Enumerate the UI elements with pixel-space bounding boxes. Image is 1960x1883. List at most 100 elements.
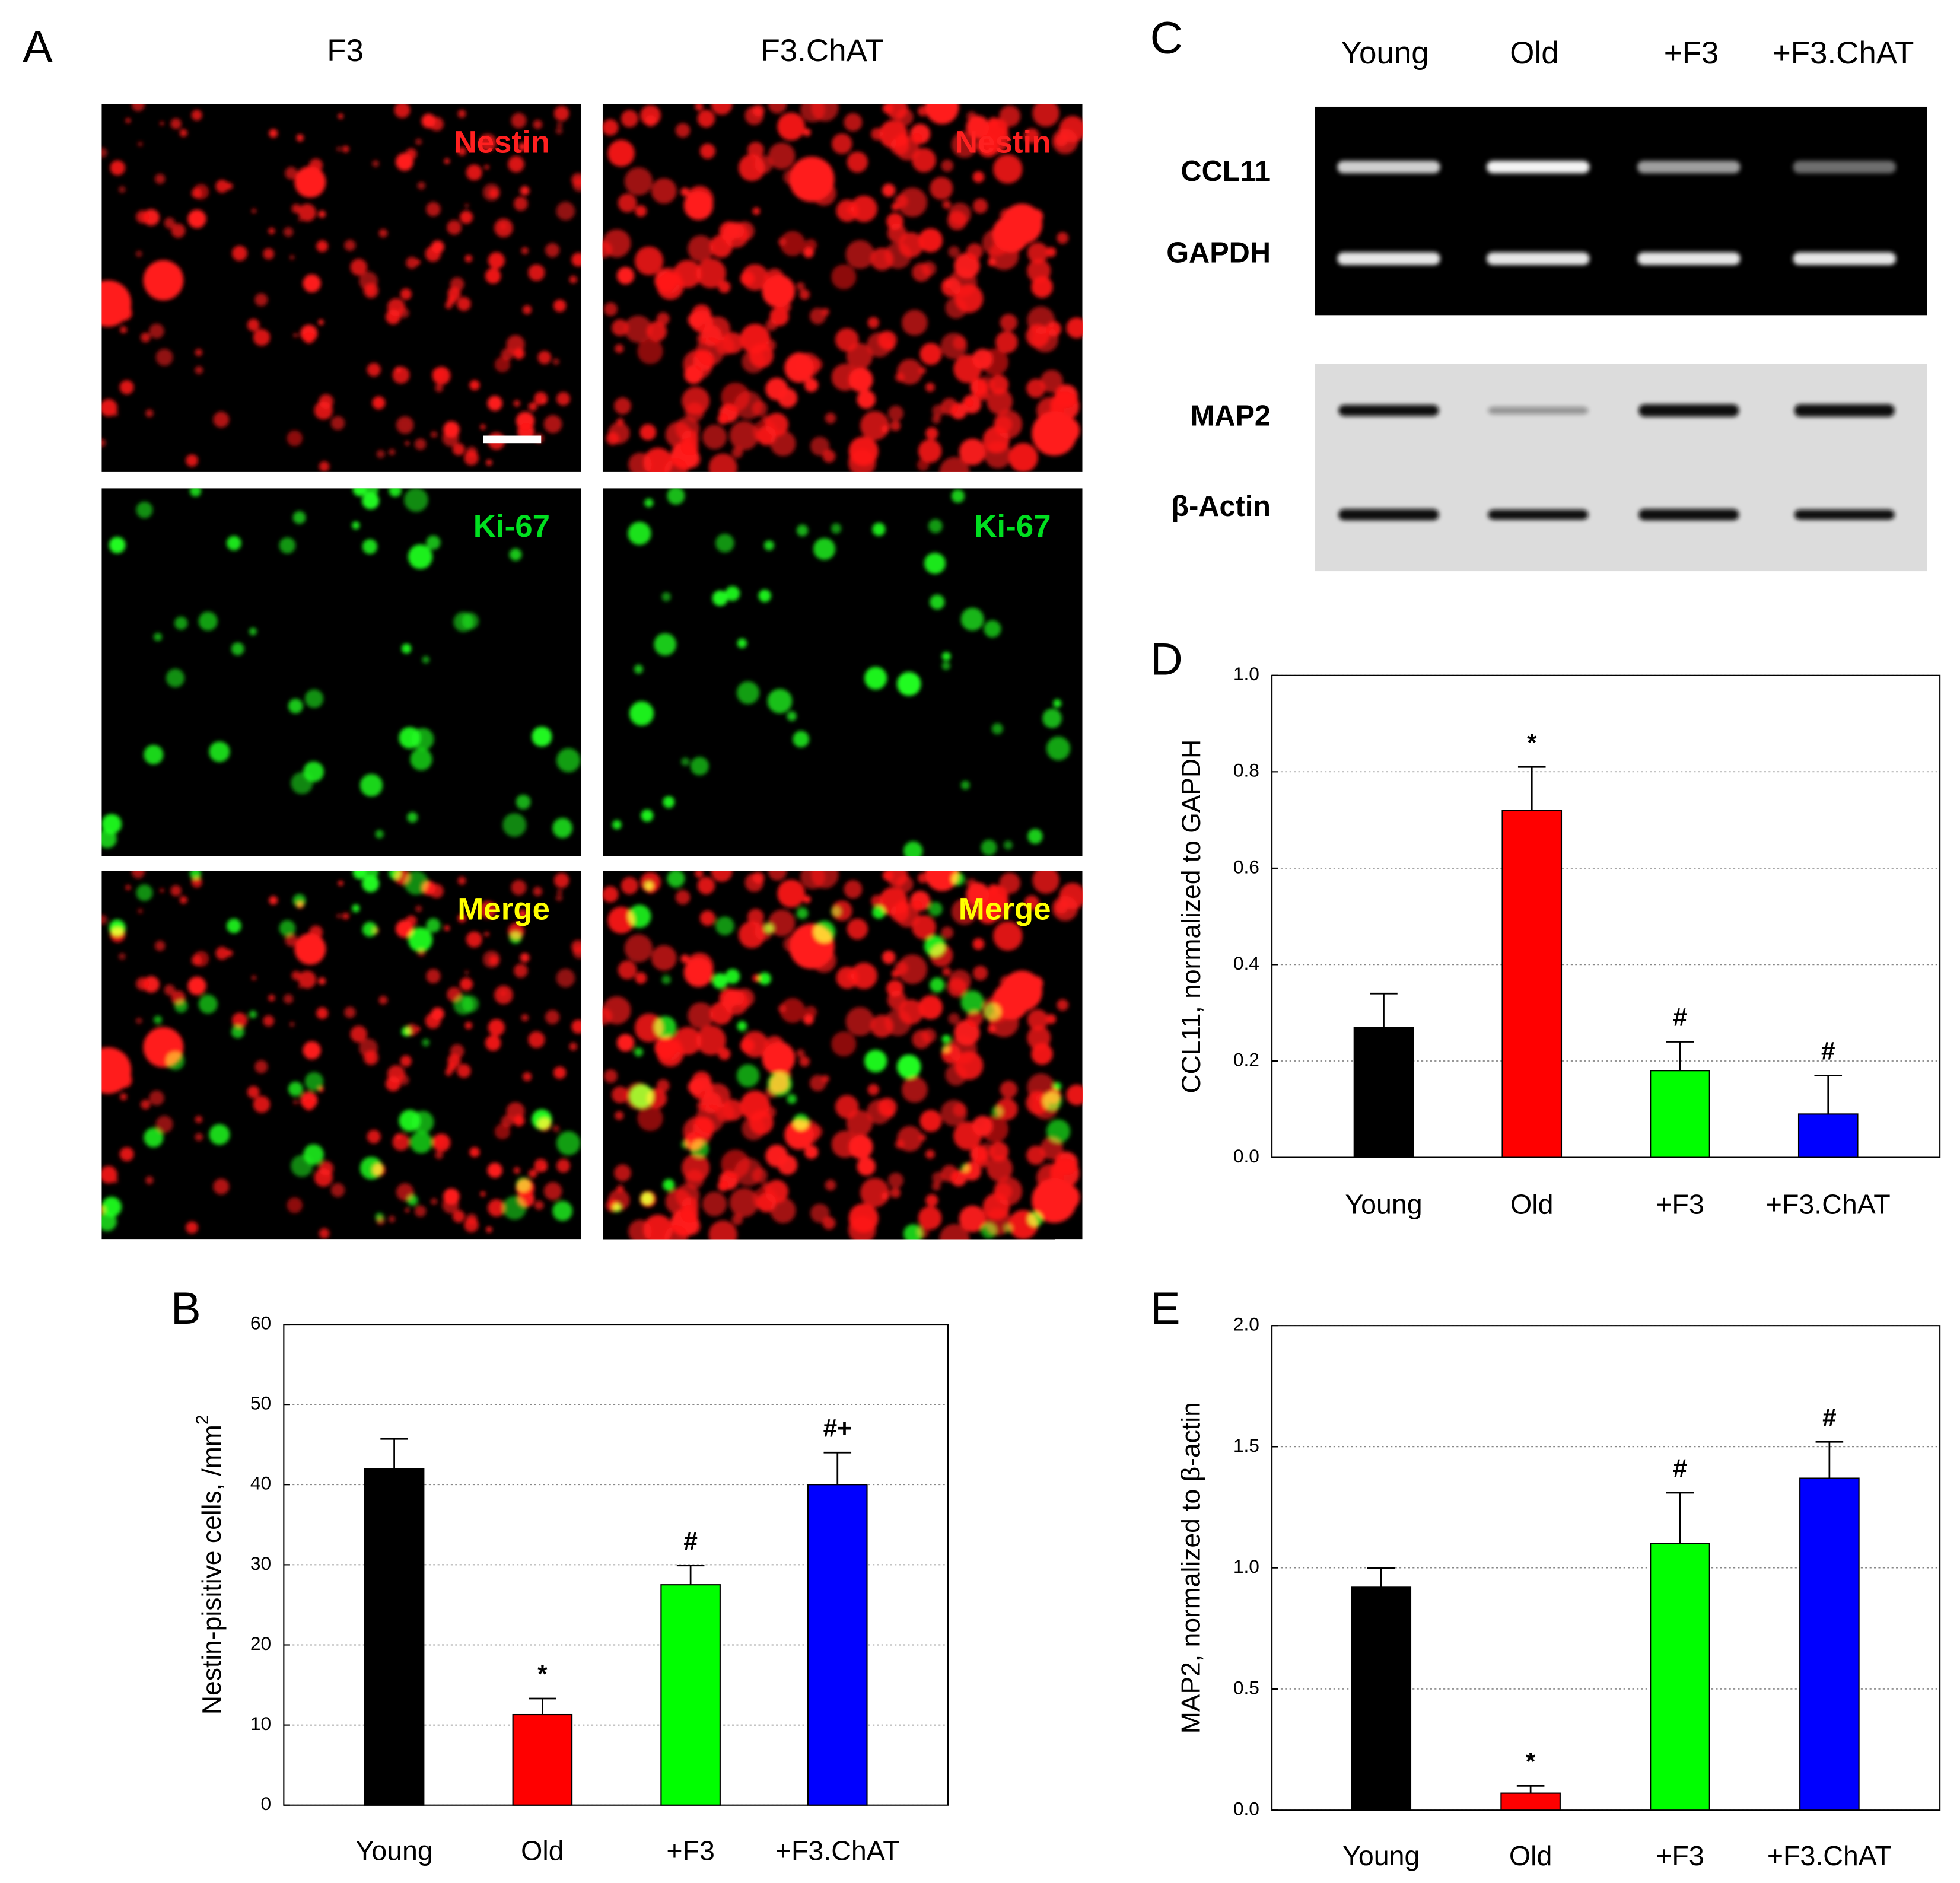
y-tick-label: 0.4: [1233, 952, 1259, 974]
bar: [364, 1468, 425, 1806]
cell: [1032, 1178, 1077, 1223]
cell: [480, 1191, 486, 1197]
cell: [736, 1064, 760, 1087]
cell: [571, 173, 581, 187]
cell: [847, 918, 868, 940]
cell: [215, 180, 229, 193]
cell: [291, 1155, 313, 1177]
cell: [882, 183, 896, 197]
cell: [400, 288, 412, 300]
lane-label: Young: [1341, 36, 1429, 71]
cell: [528, 402, 537, 412]
cell: [186, 454, 198, 467]
cell: [867, 1099, 892, 1124]
cell: [988, 1024, 997, 1034]
cell: [871, 894, 884, 907]
cell: [888, 1173, 904, 1189]
cell: [513, 1167, 521, 1174]
cell: [886, 871, 908, 887]
lane-label: Old: [1510, 36, 1558, 71]
cell: [886, 104, 908, 120]
cell: [699, 143, 715, 159]
cell: [848, 367, 873, 393]
cell: [120, 1093, 128, 1101]
cell: [231, 642, 244, 655]
cell: [466, 164, 482, 181]
bar: [1650, 1070, 1710, 1158]
cell: [612, 319, 629, 336]
cell: [532, 1109, 552, 1130]
cell: [191, 187, 202, 199]
cell: [719, 221, 740, 241]
cell: [770, 1197, 796, 1224]
cell: [330, 1183, 345, 1197]
cell: [435, 384, 444, 393]
significance-mark: #: [1673, 1454, 1687, 1482]
cell: [777, 880, 806, 908]
cell: [401, 1026, 412, 1037]
cell: [661, 975, 671, 984]
cell: [400, 1055, 412, 1067]
cell: [304, 1072, 324, 1091]
cell: [395, 920, 413, 938]
cell: [624, 167, 653, 196]
cell: [725, 586, 740, 601]
cell: [268, 227, 275, 235]
cell: [994, 410, 1023, 439]
band-label: MAP2: [1191, 400, 1271, 432]
cell: [385, 309, 401, 324]
cell: [925, 1149, 935, 1159]
cell: [101, 438, 106, 447]
cell: [918, 228, 943, 253]
cell: [291, 203, 301, 214]
cell: [372, 396, 386, 410]
cell: [447, 1054, 461, 1068]
cell: [614, 1164, 631, 1181]
cell: [796, 907, 809, 919]
lane-label: +F3.ChAT: [1773, 36, 1914, 71]
cell: [494, 1123, 511, 1140]
cell: [522, 1072, 532, 1082]
cell: [408, 544, 433, 569]
cell: [803, 1014, 814, 1025]
cell: [389, 1215, 396, 1223]
y-tick-label: 0.5: [1233, 1677, 1259, 1698]
cell: [804, 1145, 819, 1159]
cell: [680, 437, 699, 455]
cell: [154, 632, 163, 642]
cell: [119, 953, 126, 960]
cell: [999, 105, 1021, 127]
cell: [870, 247, 894, 271]
cell: [663, 796, 675, 808]
western-band: [1488, 406, 1589, 415]
cell: [166, 668, 185, 687]
y-tick-label: 1.0: [1233, 1556, 1259, 1577]
cell: [557, 122, 562, 128]
cell: [734, 391, 763, 419]
cell: [825, 1179, 836, 1191]
cell: [954, 284, 984, 313]
bar: [512, 1713, 573, 1806]
cell: [330, 416, 345, 431]
cell: [930, 977, 945, 993]
cell: [603, 996, 631, 1025]
western-band: [1638, 509, 1739, 521]
cell: [342, 145, 349, 153]
cell: [731, 1213, 743, 1225]
signal: [101, 488, 581, 849]
cell: [891, 203, 899, 211]
cell: [431, 431, 438, 438]
cell: [697, 110, 715, 128]
cell: [154, 1015, 163, 1024]
cell: [931, 1181, 941, 1191]
cell: [1057, 999, 1069, 1011]
cell: [628, 1219, 652, 1240]
cell: [695, 871, 704, 878]
western-band: [1794, 404, 1895, 417]
cell: [431, 1007, 444, 1021]
cell: [303, 1041, 321, 1060]
cell: [359, 1038, 378, 1057]
cell: [1066, 317, 1083, 339]
cell: [871, 128, 884, 141]
cell: [457, 914, 467, 923]
